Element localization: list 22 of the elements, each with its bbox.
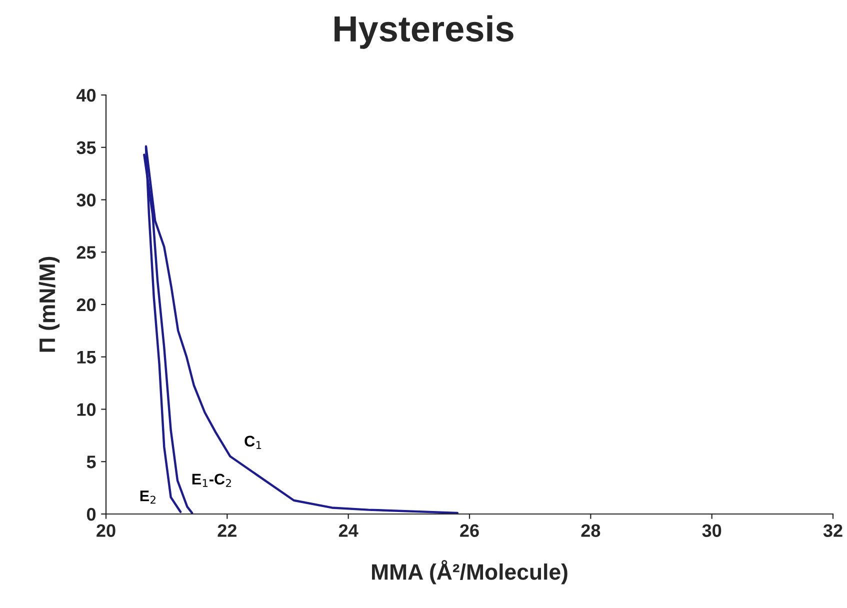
x-tick-label: 28: [581, 524, 600, 537]
y-tick-label: 25: [76, 246, 96, 259]
x-tick-label: 32: [823, 524, 842, 538]
x-tick-label: 20: [96, 524, 116, 537]
y-tick-label: 20: [76, 298, 96, 312]
x-tick-label: 22: [218, 524, 236, 537]
y-tick-label: 30: [76, 194, 96, 206]
y-tick-label: 0: [86, 508, 96, 521]
series-label: E$_{1}$-C$_{2}$: [192, 474, 231, 487]
y-tick-label: 5: [86, 456, 96, 468]
x-tick-label: 30: [702, 524, 722, 538]
y-tick-label: 40: [76, 88, 96, 102]
x-tick-label: 26: [460, 524, 479, 537]
series-label: E$_{2}$: [140, 490, 156, 504]
y-axis-title: Π (mN/M): [38, 256, 60, 352]
series-label: C$_{1}$: [244, 436, 262, 449]
x-tick-label: 24: [338, 524, 358, 537]
y-tick-label: 35: [76, 141, 96, 154]
y-tick-label: 15: [77, 350, 96, 364]
chart-title: Hysteresis: [334, 15, 514, 49]
x-axis-title: MMA (Å²/Molecule): [372, 560, 568, 584]
y-tick-label: 10: [77, 403, 96, 416]
